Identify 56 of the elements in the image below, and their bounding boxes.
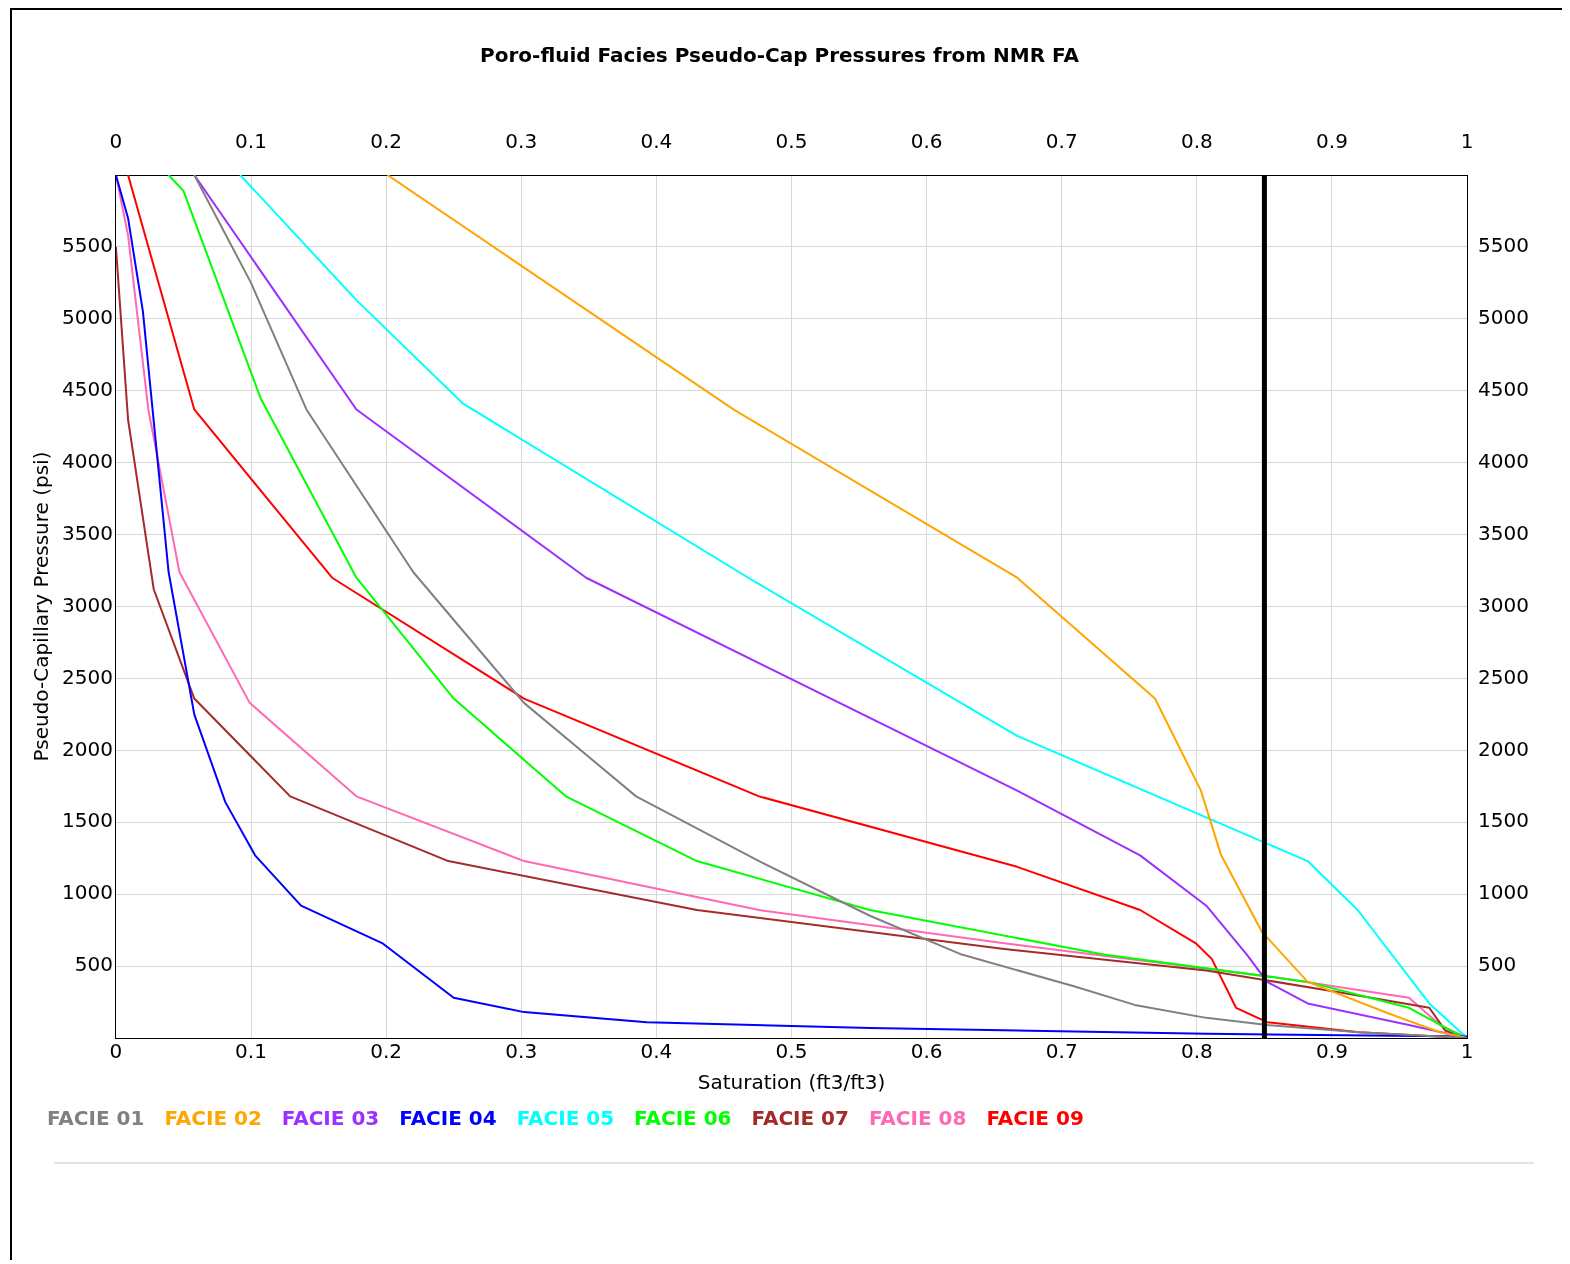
x2-tick-label: 0.8 [1180,129,1213,154]
y-tick-label: 1000 [61,880,113,905]
x2-tick-label: 0.6 [910,129,943,154]
y2-tick-label: 2500 [1478,664,1530,689]
x-axis-title: Saturation (ft3/ft3) [697,1070,886,1095]
y2-tick-label: 5500 [1478,233,1530,258]
text: FACIE 01 [47,1106,145,1131]
x2-tick-label: 0.3 [505,129,538,154]
x2-tick-label: 0.1 [235,129,267,154]
x-tick-label: 0.8 [1180,1039,1213,1064]
y-tick-label: 3500 [61,520,113,545]
y-axis-title: Pseudo-Capillary Pressure (psi) [29,451,54,762]
x2-tick-label: 0.9 [1316,129,1348,154]
x-tick-label: 0.2 [370,1039,403,1064]
y2-tick-label: 3500 [1478,520,1530,545]
text: FACIE 03 [281,1106,380,1131]
text: FACIE 09 [986,1106,1084,1131]
x-tick-label: 0.4 [640,1039,673,1064]
x-tick-label: 0.7 [1045,1039,1078,1064]
x-tick-label: 0.5 [775,1039,808,1064]
y-tick-label: 500 [74,952,113,977]
y-tick-label: 2500 [61,664,113,689]
x2-tick-label: 0.7 [1045,129,1078,154]
x2-tick-label: 0 [109,129,123,154]
y2-tick-label: 1500 [1478,808,1530,833]
y2-tick-label: 5000 [1478,305,1530,330]
x2-tick-label: 0.4 [640,129,673,154]
x-tick-label: 0.6 [910,1039,943,1064]
y2-tick-label: 500 [1478,952,1517,977]
x-tick-label: 0.3 [505,1039,538,1064]
y-tick-label: 2000 [61,736,113,761]
text: FACIE 07 [751,1106,849,1131]
text: FACIE 05 [516,1106,615,1131]
y-tick-label: 5500 [61,233,113,258]
x-tick-label: 0.9 [1316,1039,1348,1064]
y-tick-label: 1500 [61,808,113,833]
y2-tick-label: 4000 [1478,448,1530,473]
y-tick-label: 4000 [61,448,113,473]
x2-tick-label: 1 [1460,129,1474,154]
text: FACIE 04 [399,1106,497,1131]
y2-tick-label: 1000 [1478,880,1530,905]
y-tick-label: 5000 [61,305,113,330]
x-tick-label: 0 [109,1039,123,1064]
chart-title: Poro-fluid Facies Pseudo-Cap Pressures from NMR FA [480,43,1080,68]
text: FACIE 02 [164,1106,262,1131]
y-tick-label: 4500 [61,376,113,401]
x2-tick-label: 0.2 [370,129,403,154]
x-tick-label: 0.1 [235,1039,267,1064]
x2-tick-label: 0.5 [775,129,808,154]
y2-tick-label: 2000 [1478,736,1530,761]
y2-tick-label: 4500 [1478,376,1530,401]
y-tick-label: 3000 [61,592,113,617]
x-tick-label: 1 [1460,1039,1474,1064]
y2-tick-label: 3000 [1478,592,1530,617]
text: FACIE 06 [634,1106,732,1131]
text: FACIE 08 [868,1106,967,1131]
